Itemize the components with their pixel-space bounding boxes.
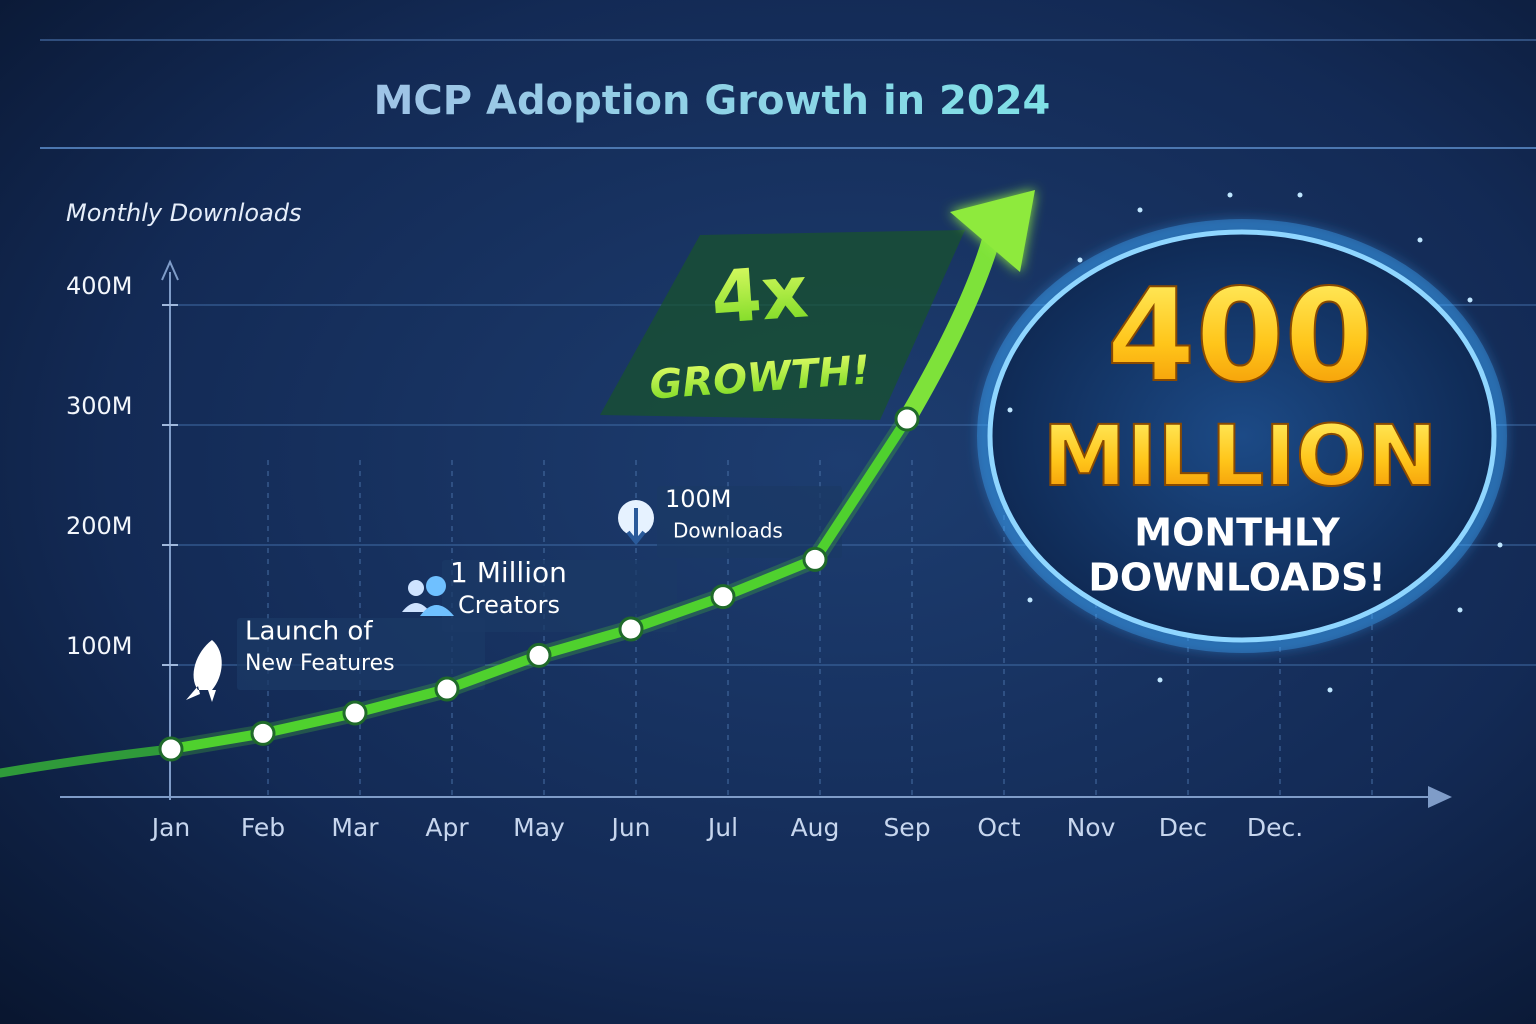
data-point [342,700,368,726]
sparkle [1497,542,1503,548]
callout-text: MONTHLY [1134,511,1340,555]
y-tick-label: 200M [66,512,133,540]
x-tick-label: Oct [977,813,1020,842]
x-tick-label: Jul [706,813,738,842]
callout-text: MILLION [1043,407,1438,505]
arrow-head [950,190,1035,272]
x-tick-label: Sep [883,813,930,842]
sparkle [1137,207,1143,213]
x-tick-label: Apr [425,813,469,842]
data-point [158,736,184,762]
sparkle [1417,237,1423,243]
sparkle [1327,687,1333,693]
sparkle [1457,607,1463,613]
sparkle [1077,257,1083,263]
x-tick-label: Aug [791,813,840,842]
callout-text: DOWNLOADS! [1088,556,1385,600]
annotation-text: New Features [245,651,395,676]
x-tick-label: Jan [150,813,191,842]
x-tick-label: Jun [609,813,650,842]
sparkle [1467,297,1473,303]
x-tick-label: Nov [1067,813,1116,842]
data-point [802,546,828,572]
x-tick-label: Mar [331,813,379,842]
annotation-text: Downloads [673,519,783,543]
data-point [618,616,644,642]
sparkle [1157,677,1163,683]
x-tick-label: Feb [241,813,285,842]
callout-text: 400 [1106,262,1373,411]
annotation-text: 1 Million [450,556,567,589]
sparkle [1227,192,1233,198]
growth-label: 4x [709,249,811,340]
y-tick-label: 300M [66,392,133,420]
annotation-text: Launch of [245,617,373,647]
data-point [894,406,920,432]
callout-halo [977,219,1507,653]
y-axis-arrow [161,259,179,281]
people-icon [426,576,446,596]
x-tick-label: Dec [1159,813,1207,842]
y-tick-label: 400M [66,272,133,300]
data-point [250,720,276,746]
x-tick-label: May [513,813,565,842]
plot: 100M 200M 300M 400M Jan Feb Mar Apr May Jun Jul Aug… [0,190,1536,842]
y-tick-label: 100M [66,632,133,660]
people-icon [420,605,454,616]
annotation-text: Creators [458,591,560,619]
sparkle [1297,192,1303,198]
cloud-icon [626,508,646,546]
chart-title: MCP Adoption Growth in 2024 [374,78,1051,124]
line-lead [0,744,176,778]
callout-oval [987,229,1497,643]
sparkle [1027,597,1033,603]
x-axis-arrow [1428,786,1452,808]
people-icon [408,580,424,596]
growth-band [600,230,965,420]
data-point [526,642,552,668]
y-axis-title: Monthly Downloads [66,199,302,227]
data-point [434,676,460,702]
sparkle [1007,407,1013,413]
annotation-box [442,560,677,632]
data-point [710,584,736,610]
x-tick-label: Dec. [1247,813,1303,842]
annotation-box [237,618,485,690]
people-icon [402,603,430,612]
annotation-box [657,486,842,558]
rocket-icon [186,640,222,702]
annotation-text: 100M [665,485,732,513]
